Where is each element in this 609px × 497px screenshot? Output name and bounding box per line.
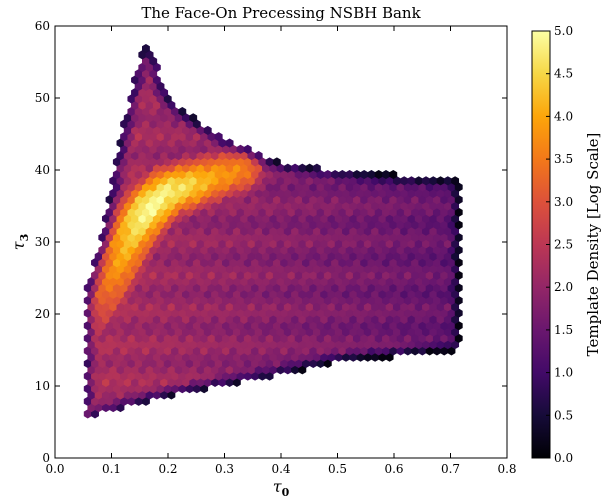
hexbin-cell [331,169,340,180]
hexbin-cell [305,163,314,173]
y-tick-label: 40 [35,163,50,177]
hexbin-cell [236,144,245,154]
hexbin-cell [189,113,198,123]
hexbin-cell [429,176,438,186]
colorbar-tick-label: 0.5 [554,408,573,422]
y-axis-label: τ3 [9,234,31,251]
hexbin-cell [436,176,445,186]
y-tick-label: 30 [35,235,50,249]
colorbar-axis: 0.0 0.5 1.0 1.5 2.0 2.5 3.0 3.5 4.0 4.5 5.0 [546,24,573,465]
hexbin-cell [142,43,150,54]
hexbin-cell [360,169,369,180]
colorbar-tick-label: 3.0 [554,195,573,209]
colorbar-tick-label: 4.0 [554,109,573,123]
colorbar-tick-label: 3.5 [554,152,573,166]
hexbin-cell [338,169,347,180]
x-tick-label: 0.5 [328,462,347,476]
y-tick-label: 10 [35,379,50,393]
hexbin-cell [443,176,452,186]
hexbin-cell [243,144,252,154]
y-tick-label: 20 [35,307,50,321]
hexbin-cell [422,176,430,186]
colorbar-tick-label: 1.0 [554,366,573,380]
colorbar-tick-label: 0.0 [554,451,573,465]
chart-title: The Face-On Precessing NSBH Bank [141,4,421,22]
x-axis-label: τ0 [273,477,290,497]
hexbin-cell [323,169,332,180]
hexbin-cell [345,169,354,180]
x-tick-label: 0.1 [102,462,121,476]
hexbin-cell [400,176,409,186]
hexbin-cell [389,169,398,180]
hexbin-cell [283,163,292,173]
colorbar-tick-label: 5.0 [554,24,573,38]
hexbin-cell [203,125,212,135]
hexbin-cell [225,138,234,148]
x-tick-label: 0.3 [215,462,234,476]
x-tick-label: 0.4 [271,462,290,476]
hexbin-cell [312,163,321,173]
colorbar-label: Template Density [Log Scale] [584,133,602,357]
hexbin-cell [254,151,263,161]
hexbin-cell [367,169,376,180]
x-tick-label: 0.2 [158,462,177,476]
x-tick-label: 0.7 [441,462,460,476]
hexbin-cell [352,169,361,180]
hexbin-cell [414,176,423,186]
hexbin-layer [83,43,463,419]
hexbin-cell [291,163,300,173]
hexbin-cell [298,163,307,173]
y-tick-label: 0 [42,451,50,465]
x-tick-label: 0.0 [45,462,64,476]
hexbin-cell [214,132,223,142]
hexbin-cell [382,169,390,180]
x-tick-label: 0.8 [497,462,516,476]
y-axis: 0 10 20 30 40 50 60 [35,19,507,465]
hexbin-cell [374,169,383,180]
hexbin-cell [178,106,187,117]
y-tick-label: 60 [35,19,50,33]
hexbin-cell [407,176,416,186]
hexbin-cell [272,157,281,167]
hexbin-cell [451,176,460,186]
colorbar-tick-label: 2.5 [554,238,573,252]
colorbar-tick-label: 2.0 [554,280,573,294]
colorbar-tick-label: 4.5 [554,67,573,81]
x-axis: 0.0 0.1 0.2 0.3 0.4 0.5 0.6 0.7 0.8 [45,26,517,476]
x-tick-label: 0.6 [384,462,403,476]
y-tick-label: 50 [35,91,50,105]
colorbar-tick-label: 1.5 [554,323,573,337]
hexbin-cell [265,157,274,167]
